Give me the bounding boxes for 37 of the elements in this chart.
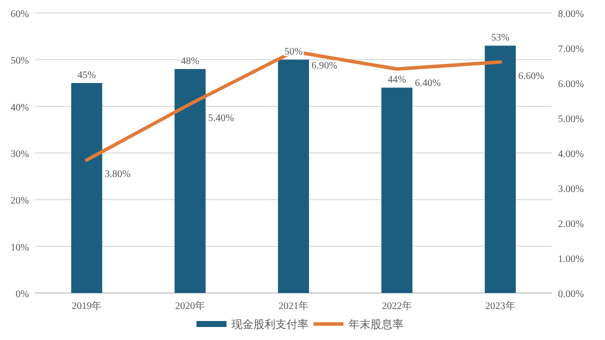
y-tick-label: 50% — [10, 56, 29, 67]
legend-label: 现金股利支付率 — [232, 318, 308, 331]
y2-tick-label: 5.00% — [558, 114, 584, 125]
x-tick-label: 2022年 — [382, 300, 412, 312]
y-tick-label: 0% — [16, 289, 29, 300]
data-label: 6.60% — [518, 71, 544, 82]
bar — [278, 60, 310, 293]
y-tick-label: 30% — [10, 149, 29, 160]
y2-tick-label: 3.00% — [558, 184, 584, 195]
data-label: 6.90% — [312, 60, 338, 72]
y2-tick-label: 0.00% — [558, 289, 584, 300]
data-label: 45% — [78, 70, 96, 81]
y2-tick-label: 7.00% — [558, 44, 584, 55]
data-label: 48% — [180, 56, 200, 67]
data-label: 5.40% — [208, 113, 234, 124]
x-tick-label: 2019年 — [72, 300, 102, 312]
bar — [71, 83, 102, 293]
y2-tick-label: 1.00% — [558, 254, 584, 265]
bar — [484, 46, 516, 293]
x-tick-label: 2020年 — [175, 300, 206, 312]
y2-tick-label: 6.00% — [558, 79, 584, 90]
y2-tick-label: 2.00% — [558, 219, 584, 230]
y-tick-label: 60% — [10, 9, 29, 20]
y2-tick-label: 4.00% — [558, 149, 584, 160]
y-tick-label: 10% — [10, 242, 29, 254]
data-label: 53% — [491, 32, 510, 44]
y2-tick-label: 8.00% — [558, 9, 584, 20]
data-label: 6.40% — [414, 78, 441, 89]
y-tick-label: 20% — [10, 196, 29, 207]
bar — [174, 69, 206, 293]
y-tick-label: 40% — [10, 102, 29, 114]
x-tick-label: 2021年 — [278, 300, 308, 312]
legend-label: 年末股息率 — [348, 318, 404, 331]
x-tick-label: 2023年 — [485, 300, 516, 312]
bar — [381, 88, 412, 293]
data-label: 3.80% — [104, 169, 131, 180]
data-label: 44% — [388, 74, 406, 86]
